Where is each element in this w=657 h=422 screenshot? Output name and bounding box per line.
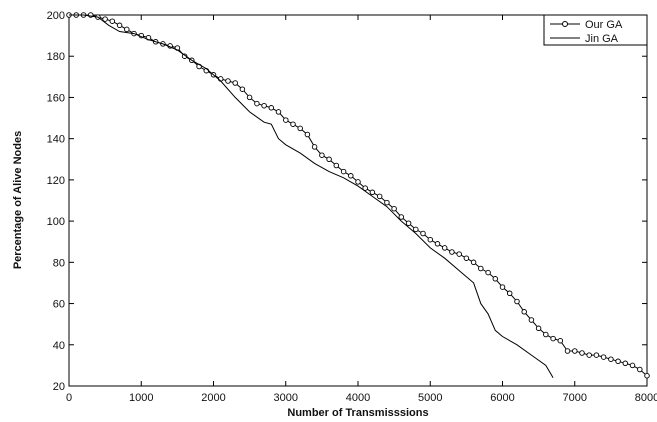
data-point-our-ga bbox=[587, 353, 592, 358]
data-point-our-ga bbox=[312, 145, 317, 150]
data-point-our-ga bbox=[103, 17, 108, 22]
x-axis-label: Number of Transmisssions bbox=[287, 407, 428, 419]
data-point-our-ga bbox=[507, 291, 512, 296]
x-tick-label: 5000 bbox=[418, 392, 442, 404]
y-tick-label: 100 bbox=[47, 216, 65, 228]
legend: Our GA Jin GA bbox=[544, 15, 647, 45]
data-point-our-ga bbox=[421, 231, 426, 236]
data-point-our-ga bbox=[479, 266, 484, 271]
x-tick-label: 2000 bbox=[201, 392, 225, 404]
data-point-our-ga bbox=[594, 353, 599, 358]
plot-frame bbox=[69, 15, 647, 386]
data-point-our-ga bbox=[226, 79, 231, 84]
data-point-our-ga bbox=[399, 215, 404, 220]
data-point-our-ga bbox=[385, 200, 390, 205]
y-tick-label: 140 bbox=[47, 134, 65, 146]
data-point-our-ga bbox=[125, 27, 130, 32]
data-point-our-ga bbox=[464, 256, 469, 261]
data-point-our-ga bbox=[233, 81, 238, 86]
data-point-our-ga bbox=[327, 157, 332, 162]
x-tick-label: 6000 bbox=[490, 392, 514, 404]
data-point-our-ga bbox=[305, 132, 310, 137]
data-point-our-ga bbox=[558, 338, 563, 343]
x-tick-label: 4000 bbox=[346, 392, 370, 404]
data-point-our-ga bbox=[262, 103, 267, 108]
data-point-our-ga bbox=[356, 180, 361, 185]
data-point-our-ga bbox=[623, 361, 628, 366]
data-point-our-ga bbox=[377, 194, 382, 199]
y-tick-label: 120 bbox=[47, 175, 65, 187]
data-point-our-ga bbox=[392, 206, 397, 211]
y-tick-label: 60 bbox=[53, 299, 65, 311]
data-point-our-ga bbox=[580, 351, 585, 356]
data-point-our-ga bbox=[442, 246, 447, 251]
y-tick-label: 200 bbox=[47, 10, 65, 22]
data-point-our-ga bbox=[110, 19, 115, 24]
data-point-our-ga bbox=[630, 363, 635, 368]
x-tick-label: 7000 bbox=[563, 392, 587, 404]
y-tick-label: 20 bbox=[53, 381, 65, 393]
y-tick-label: 80 bbox=[53, 257, 65, 269]
data-point-our-ga bbox=[276, 110, 281, 115]
data-point-our-ga bbox=[406, 221, 411, 226]
y-tick-label: 40 bbox=[53, 340, 65, 352]
data-point-our-ga bbox=[247, 95, 252, 100]
data-point-our-ga bbox=[616, 359, 621, 364]
data-point-our-ga bbox=[551, 336, 556, 341]
data-point-our-ga bbox=[269, 106, 274, 111]
y-tick-label: 180 bbox=[47, 51, 65, 63]
x-tick-label: 3000 bbox=[274, 392, 298, 404]
data-point-our-ga bbox=[341, 169, 346, 174]
data-point-our-ga bbox=[298, 126, 303, 131]
data-point-our-ga bbox=[536, 326, 541, 331]
data-point-our-ga bbox=[609, 357, 614, 362]
data-point-our-ga bbox=[493, 277, 498, 282]
x-tick-label: 0 bbox=[66, 392, 72, 404]
y-axis-label: Percentage of Alive Nodes bbox=[12, 131, 24, 269]
data-point-our-ga bbox=[500, 285, 505, 290]
data-point-our-ga bbox=[515, 299, 520, 304]
data-point-our-ga bbox=[334, 163, 339, 168]
data-point-our-ga bbox=[486, 270, 491, 275]
data-point-our-ga bbox=[255, 101, 260, 106]
data-point-our-ga bbox=[573, 349, 578, 354]
legend-label-jin-ga: Jin GA bbox=[585, 33, 619, 45]
y-tick-label: 160 bbox=[47, 92, 65, 104]
legend-label-our-ga: Our GA bbox=[585, 19, 623, 31]
data-point-our-ga bbox=[414, 227, 419, 232]
data-point-our-ga bbox=[457, 252, 462, 257]
data-point-our-ga bbox=[240, 87, 245, 92]
data-point-our-ga bbox=[435, 242, 440, 247]
x-tick-label: 8000 bbox=[635, 392, 657, 404]
data-point-our-ga bbox=[370, 190, 375, 195]
data-point-our-ga bbox=[291, 122, 296, 127]
data-point-our-ga bbox=[117, 23, 122, 28]
data-point-our-ga bbox=[450, 250, 455, 255]
legend-marker-our-ga bbox=[563, 22, 568, 27]
data-point-our-ga bbox=[529, 318, 534, 323]
data-point-our-ga bbox=[522, 310, 527, 315]
data-point-our-ga bbox=[428, 237, 433, 242]
data-point-our-ga bbox=[601, 355, 606, 360]
data-point-our-ga bbox=[349, 174, 354, 179]
data-point-our-ga bbox=[320, 153, 325, 158]
data-point-our-ga bbox=[638, 367, 643, 372]
data-point-our-ga bbox=[471, 260, 476, 265]
data-point-our-ga bbox=[565, 349, 570, 354]
x-tick-label: 1000 bbox=[129, 392, 153, 404]
data-point-our-ga bbox=[284, 118, 289, 123]
data-point-our-ga bbox=[544, 332, 549, 337]
data-point-our-ga bbox=[645, 373, 650, 378]
